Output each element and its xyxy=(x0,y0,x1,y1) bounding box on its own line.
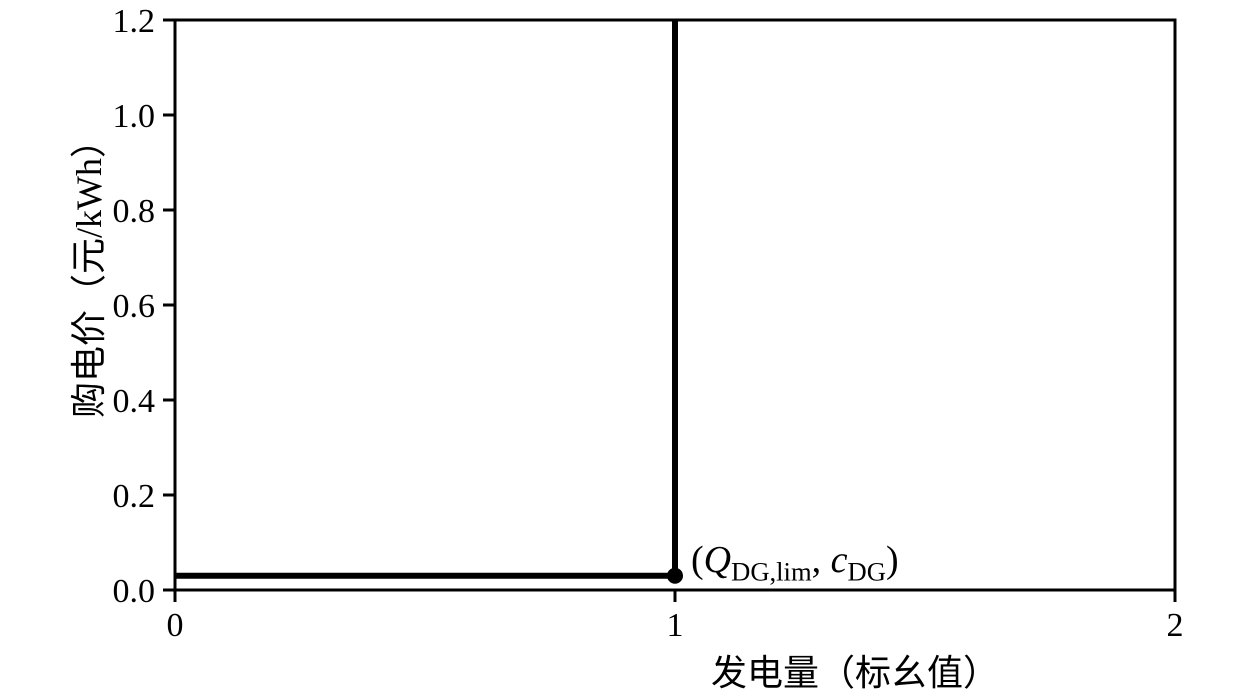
x-tick-label: 0 xyxy=(167,607,184,644)
annot-open: ( xyxy=(691,539,704,581)
y-tick-label: 0.2 xyxy=(113,478,156,515)
y-axis-title: 购电价（元/kWh） xyxy=(60,10,112,530)
y-tick-label: 1.2 xyxy=(113,3,156,40)
y-tick-label: 0.4 xyxy=(113,383,156,420)
plot-svg: 0 1 2 0.0 0.2 0.4 0.6 0.8 1.0 1.2 发电量（标幺值） xyxy=(0,0,1239,700)
y-tick-label: 0.6 xyxy=(113,288,156,325)
price-curve xyxy=(175,20,675,576)
annot-sub2: DG xyxy=(848,556,886,586)
annot-close: ) xyxy=(886,539,899,581)
x-tick-label: 1 xyxy=(667,607,684,644)
annot-var2: c xyxy=(831,539,848,581)
annot-sub1: DG,lim xyxy=(731,556,812,586)
annot-sep: , xyxy=(812,539,831,581)
y-tick-label: 0.0 xyxy=(113,573,156,610)
y-tick-label: 0.8 xyxy=(113,193,156,230)
x-tick-label: 2 xyxy=(1167,607,1184,644)
annot-var1: Q xyxy=(704,539,731,581)
limit-point-marker xyxy=(667,568,683,584)
chart-canvas: 0 1 2 0.0 0.2 0.4 0.6 0.8 1.0 1.2 发电量（标幺值） 购电价（元/k… xyxy=(0,0,1239,700)
x-axis-title: 发电量（标幺值） xyxy=(711,653,999,693)
limit-point-annotation: (QDG,lim, cDG) xyxy=(691,538,899,588)
y-tick-label: 1.0 xyxy=(113,98,156,135)
